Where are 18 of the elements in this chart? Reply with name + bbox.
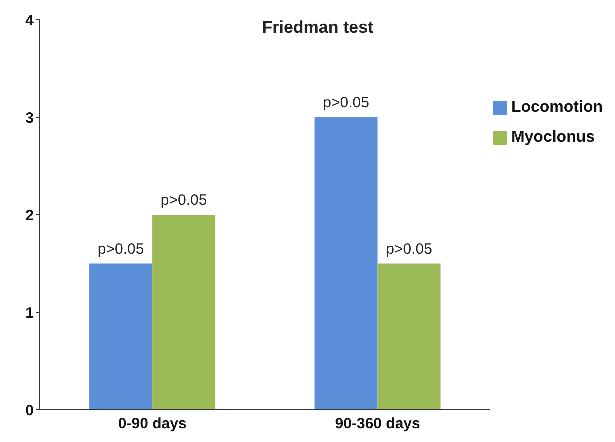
- chart-title: Friedman test: [261, 18, 375, 38]
- y-tick-label: 3: [26, 110, 34, 127]
- bar: [378, 264, 441, 410]
- x-tick-label: 0-90 days: [118, 416, 187, 433]
- x-tick-label: 90-360 days: [335, 416, 420, 433]
- y-tick-label: 1: [26, 304, 34, 322]
- data-label: p>0.05: [386, 240, 432, 258]
- y-tick-label: 0: [26, 402, 34, 420]
- bar: [90, 264, 153, 410]
- y-tick-label: 4: [26, 12, 35, 30]
- data-label: p>0.05: [98, 240, 144, 258]
- y-tick-label: 2: [26, 207, 34, 224]
- bar: [314, 118, 378, 410]
- data-label: p>0.05: [160, 192, 208, 209]
- legend-label: Locomotion: [511, 99, 603, 116]
- bar: [152, 215, 216, 410]
- data-label: p>0.05: [323, 94, 370, 112]
- legend-label: Myoclonus: [511, 129, 596, 146]
